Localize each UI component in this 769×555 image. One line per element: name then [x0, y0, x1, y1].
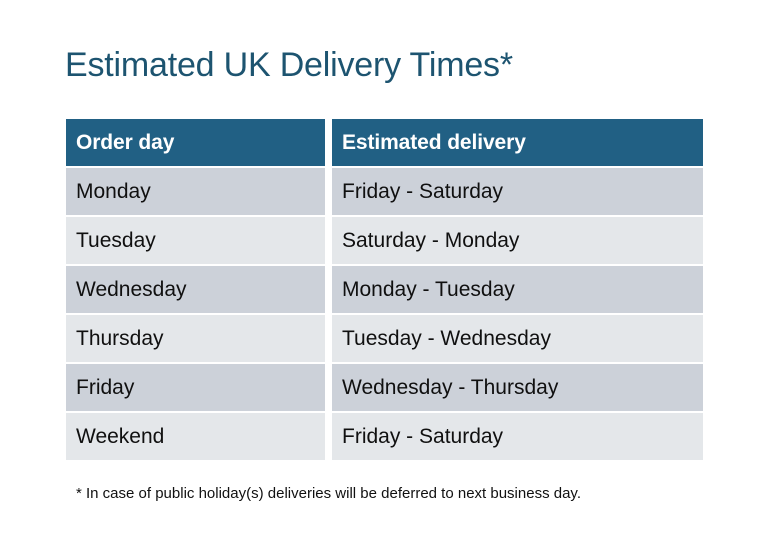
cell-estimated-delivery: Saturday - Monday: [332, 217, 703, 264]
table-row: Weekend Friday - Saturday: [66, 413, 703, 460]
table-row: Tuesday Saturday - Monday: [66, 217, 703, 264]
cell-estimated-delivery: Wednesday - Thursday: [332, 364, 703, 411]
cell-order-day: Monday: [66, 168, 325, 215]
column-header-order-day: Order day: [66, 119, 325, 166]
cell-order-day: Wednesday: [66, 266, 325, 313]
cell-order-day: Thursday: [66, 315, 325, 362]
cell-order-day: Tuesday: [66, 217, 325, 264]
column-header-estimated-delivery: Estimated delivery: [332, 119, 703, 166]
table-header-row: Order day Estimated delivery: [66, 119, 703, 166]
delivery-times-table: Order day Estimated delivery Monday Frid…: [66, 119, 703, 460]
table-row: Monday Friday - Saturday: [66, 168, 703, 215]
table-row: Wednesday Monday - Tuesday: [66, 266, 703, 313]
cell-estimated-delivery: Friday - Saturday: [332, 168, 703, 215]
cell-estimated-delivery: Friday - Saturday: [332, 413, 703, 460]
cell-estimated-delivery: Monday - Tuesday: [332, 266, 703, 313]
cell-order-day: Friday: [66, 364, 325, 411]
cell-order-day: Weekend: [66, 413, 325, 460]
cell-estimated-delivery: Tuesday - Wednesday: [332, 315, 703, 362]
page-title: Estimated UK Delivery Times*: [65, 46, 513, 84]
table-row: Thursday Tuesday - Wednesday: [66, 315, 703, 362]
table-row: Friday Wednesday - Thursday: [66, 364, 703, 411]
footnote-text: * In case of public holiday(s) deliverie…: [76, 485, 581, 502]
